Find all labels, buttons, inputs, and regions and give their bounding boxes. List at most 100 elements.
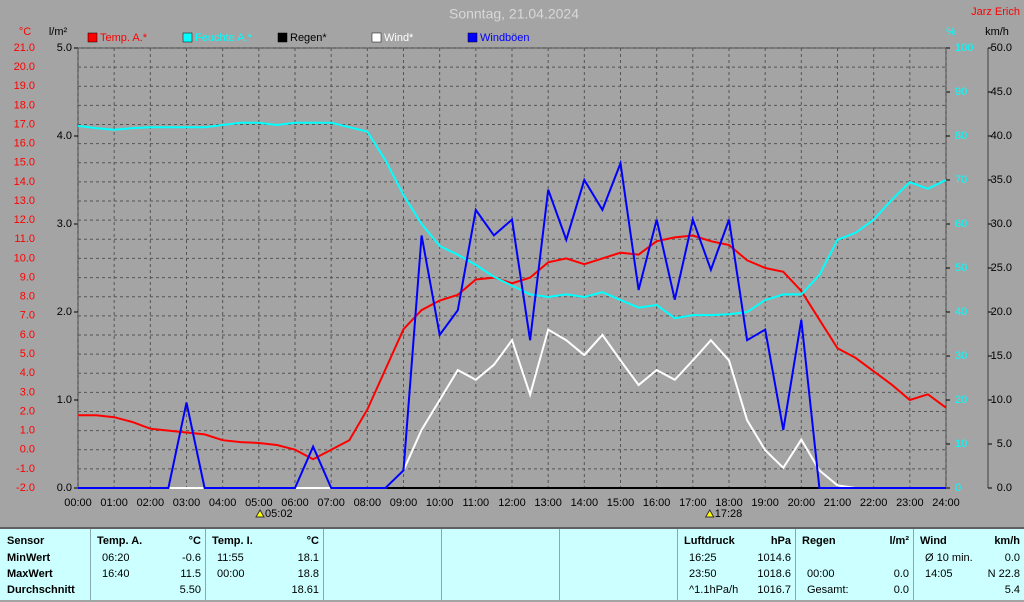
column-title: Luftdruck [684,535,735,547]
column-unit: km/h [994,535,1020,547]
row-value: 1018.6 [757,568,791,580]
row-label: 16:25 [689,552,717,564]
row-value: 0.0 [1004,552,1020,564]
row-value: 1014.6 [757,552,791,564]
y2-tick-label: 5.0 [57,42,72,54]
y3-tick-label: 40 [955,306,967,318]
y3-tick-label: 10 [955,438,967,450]
x-tick-label: 00:00 [64,497,92,509]
y-tick-label: 9.0 [20,271,35,283]
x-tick-label: 19:00 [751,497,779,509]
x-tick-label: 03:00 [173,497,201,509]
series-line [78,159,946,489]
x-tick-label: 01:00 [100,497,128,509]
row-label: MaxWert [7,568,53,580]
y-tick-label: 0.0 [20,444,35,456]
y4-tick-label: 15.0 [991,350,1012,362]
sun-label: 17:28 [715,508,743,520]
x-tick-label: 05:00 [245,497,273,509]
y-tick-label: 14.0 [14,176,35,188]
sun-marker [704,508,715,518]
y-tick-label: 5.0 [20,348,35,360]
y4-tick-label: 35.0 [991,174,1012,186]
column-separator [913,529,914,602]
y-tick-label: 20.0 [14,61,35,73]
legend-label: Windböen [480,32,530,44]
y2-tick-label: 0.0 [57,482,72,494]
row-label: ^1.1hPa/h [689,584,739,596]
x-tick-label: 14:00 [571,497,599,509]
column-title: Regen [802,535,836,547]
row-label: MinWert [7,552,51,564]
y-tick-label: 2.0 [20,405,35,417]
row-value: 11.5 [180,568,201,580]
column-unit: hPa [770,535,791,547]
y-tick-label: 18.0 [14,99,35,111]
row-value: 0.0 [893,568,909,580]
column-unit: °C [188,535,201,547]
x-tick-label: 04:00 [209,497,237,509]
x-tick-label: 18:00 [715,497,743,509]
y-tick-label: 8.0 [20,291,35,303]
x-tick-label: 12:00 [498,497,526,509]
x-tick-label: 10:00 [426,497,454,509]
y2-tick-label: 3.0 [57,218,72,230]
x-tick-label: 09:00 [390,497,418,509]
y-tick-label: 21.0 [14,42,35,54]
column-title: Temp. A. [97,535,143,547]
row-label: 00:00 [807,568,835,580]
y3-tick-label: 90 [955,86,967,98]
x-tick-label: 08:00 [354,497,382,509]
y4-tick-label: 50.0 [991,42,1012,54]
row-label: Durchschnitt [7,584,75,596]
x-tick-label: 22:00 [860,497,888,509]
column-unit: °C [306,535,319,547]
y3-tick-label: 70 [955,174,967,186]
chart-title: Sonntag, 21.04.2024 [449,6,579,22]
y4-tick-label: 5.0 [997,438,1012,450]
x-tick-label: 13:00 [534,497,562,509]
y4-tick-label: 45.0 [991,86,1012,98]
y4-tick-label: 30.0 [991,218,1012,230]
x-tick-label: 02:00 [137,497,165,509]
y3-tick-label: 50 [955,262,967,274]
y2-tick-label: 1.0 [57,394,72,406]
y-tick-label: 3.0 [20,386,35,398]
legend-label: Regen* [290,32,327,44]
y4-tick-label: 40.0 [991,130,1012,142]
x-tick-label: 20:00 [788,497,816,509]
legend-swatch [277,32,288,43]
y3-tick-label: 30 [955,350,967,362]
x-tick-label: 11:00 [462,497,489,509]
y-tick-label: 10.0 [14,252,35,264]
y3-tick-label: 80 [955,130,967,142]
y4-tick-label: 20.0 [991,306,1012,318]
column-separator [323,529,324,602]
legend-swatch [371,32,382,43]
y2-axis-unit: l/m² [49,26,68,38]
row-value: 5.4 [1004,584,1020,596]
x-tick-label: 23:00 [896,497,924,509]
y4-tick-label: 25.0 [991,262,1012,274]
row-label: 16:40 [102,568,130,580]
column-unit: l/m² [889,535,909,547]
row-value: 1016.7 [757,584,791,596]
row-label: Ø 10 min. [925,552,973,564]
column-title: Wind [920,535,947,547]
x-tick-label: 17:00 [679,497,707,509]
column-title: Sensor [7,535,45,547]
sun-marker [255,508,265,518]
y3-axis-unit: % [946,26,956,38]
row-value: 0.0 [893,584,909,596]
y-tick-label: 6.0 [20,329,35,341]
row-label: 11:55 [217,552,244,564]
y3-tick-label: 100 [955,42,973,54]
row-value: 18.61 [291,584,319,596]
chart: Sonntag, 21.04.2024 Jarz Erich °C l/m² %… [14,6,1020,520]
legend-swatch [182,32,193,43]
legend-label: Temp. A.* [100,32,148,44]
y-tick-label: 15.0 [14,157,35,169]
column-separator [90,529,91,602]
x-tick-label: 21:00 [824,497,852,509]
